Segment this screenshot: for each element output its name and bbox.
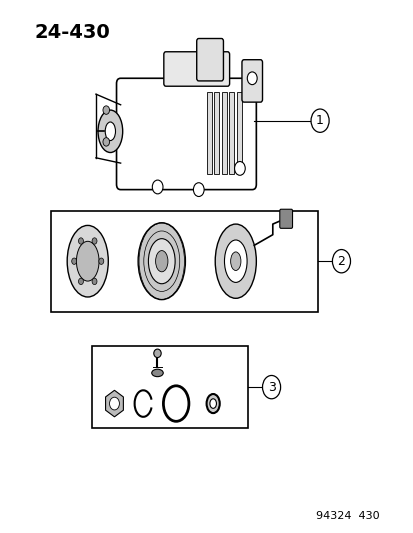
Circle shape: [99, 258, 104, 264]
Text: 2: 2: [337, 255, 344, 268]
Ellipse shape: [230, 252, 240, 270]
Ellipse shape: [138, 223, 185, 300]
Bar: [229, 92, 234, 174]
Circle shape: [310, 109, 328, 132]
Ellipse shape: [206, 394, 219, 413]
Circle shape: [152, 180, 163, 194]
Text: 24-430: 24-430: [34, 22, 110, 42]
Circle shape: [71, 258, 76, 264]
FancyBboxPatch shape: [164, 52, 229, 86]
Circle shape: [234, 161, 244, 175]
Circle shape: [103, 106, 109, 114]
Ellipse shape: [215, 224, 256, 298]
Bar: [221, 92, 226, 174]
Text: 94324  430: 94324 430: [315, 511, 379, 521]
Ellipse shape: [148, 239, 175, 284]
Circle shape: [109, 397, 119, 410]
FancyBboxPatch shape: [116, 78, 256, 190]
Bar: [236, 92, 241, 174]
Circle shape: [103, 138, 109, 146]
Bar: [51, 211, 317, 312]
Ellipse shape: [209, 399, 216, 408]
Ellipse shape: [105, 122, 115, 141]
Ellipse shape: [76, 241, 99, 281]
FancyBboxPatch shape: [279, 209, 292, 228]
FancyBboxPatch shape: [241, 60, 262, 102]
Ellipse shape: [155, 251, 168, 272]
Circle shape: [247, 72, 256, 85]
Ellipse shape: [152, 369, 163, 377]
Ellipse shape: [98, 110, 122, 152]
Ellipse shape: [67, 225, 108, 297]
Ellipse shape: [153, 349, 161, 358]
Circle shape: [193, 183, 204, 197]
Ellipse shape: [224, 240, 247, 282]
Circle shape: [92, 238, 97, 244]
Bar: [206, 92, 211, 174]
Circle shape: [78, 278, 83, 285]
Circle shape: [78, 238, 83, 244]
Circle shape: [262, 375, 280, 399]
Bar: [92, 346, 247, 428]
FancyBboxPatch shape: [196, 38, 223, 81]
Text: 3: 3: [267, 381, 275, 394]
Circle shape: [92, 278, 97, 285]
Text: 1: 1: [316, 114, 323, 127]
Bar: [214, 92, 219, 174]
Circle shape: [332, 249, 350, 273]
